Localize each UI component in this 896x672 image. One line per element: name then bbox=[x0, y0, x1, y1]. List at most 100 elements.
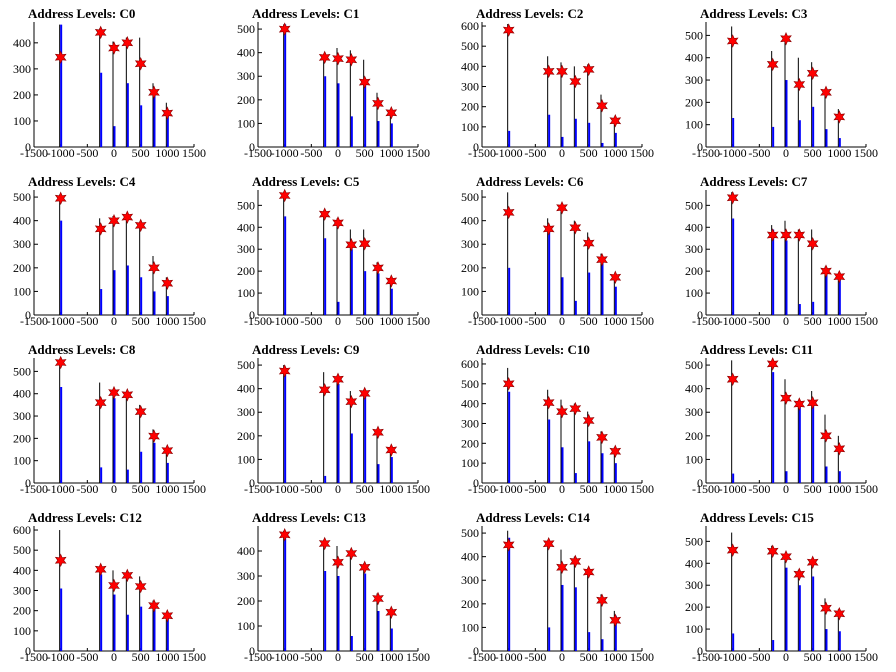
chart-svg: Address Levels: C13 0 100 200 300 400 -1500-10… bbox=[237, 510, 430, 664]
x-tick-label: -500 bbox=[300, 650, 322, 664]
y-tick-label: 100 bbox=[13, 624, 31, 638]
x-tick-label: 0 bbox=[559, 314, 565, 328]
star-marker bbox=[556, 200, 568, 215]
chart-svg: Address Levels: C15 0 100 200 300 400 500 -1500… bbox=[685, 510, 878, 664]
y-tick-label: 0 bbox=[249, 140, 255, 154]
star-marker bbox=[780, 228, 792, 242]
y-tick-label: 200 bbox=[461, 100, 479, 114]
x-tick-label: 1500 bbox=[182, 482, 206, 496]
star-marker bbox=[94, 395, 107, 410]
star-marker bbox=[318, 207, 331, 221]
y-tick-label: 200 bbox=[461, 261, 479, 275]
star-marker bbox=[94, 25, 107, 40]
chart-svg: Address Levels: C40100200300400500-1500-… bbox=[13, 174, 206, 328]
y-tick-label: 500 bbox=[461, 190, 479, 204]
x-tick-label: 500 bbox=[580, 482, 598, 496]
chart-svg: Address Levels: C90100200300400500-1500-… bbox=[237, 342, 430, 496]
y-tick-label: 300 bbox=[237, 405, 255, 419]
star-marker bbox=[596, 98, 608, 113]
y-tick-label: 500 bbox=[237, 22, 255, 36]
x-tick-label: 1000 bbox=[603, 146, 627, 160]
star-marker bbox=[766, 357, 779, 371]
x-tick-label: -1000 bbox=[271, 650, 299, 664]
x-tick-label: -1500 bbox=[20, 650, 48, 664]
y-tick-label: 500 bbox=[461, 377, 479, 391]
x-tick-label: -1000 bbox=[495, 650, 523, 664]
y-tick-label: 300 bbox=[685, 242, 703, 256]
x-tick-label: 1000 bbox=[827, 482, 851, 496]
y-tick-label: 300 bbox=[461, 416, 479, 430]
x-tick-label: -1500 bbox=[692, 650, 720, 664]
star-marker bbox=[121, 36, 134, 50]
chart-panel: Address Levels: C13 0 100 200 300 400 -1500 -10… bbox=[224, 504, 448, 672]
x-tick-label: -1500 bbox=[20, 482, 48, 496]
y-tick-label: 100 bbox=[237, 619, 255, 633]
x-tick-label: 500 bbox=[356, 314, 374, 328]
star-marker bbox=[94, 562, 107, 577]
star-marker bbox=[318, 50, 331, 65]
x-tick-label: 0 bbox=[783, 314, 789, 328]
x-tick-label: -1000 bbox=[495, 314, 523, 328]
y-tick-label: 0 bbox=[697, 308, 703, 322]
star-marker bbox=[806, 66, 819, 81]
chart-panel: Address Levels: C0 0 100 200 300 400 -1500 -100… bbox=[0, 0, 224, 168]
star-marker bbox=[793, 397, 806, 411]
x-tick-label: 1500 bbox=[854, 650, 878, 664]
y-tick-label: 100 bbox=[13, 114, 31, 128]
chart-title: Address Levels: C8 bbox=[28, 342, 136, 357]
x-tick-label: -1500 bbox=[692, 314, 720, 328]
chart-panel: Address Levels: C5 0 100 200 300 400 500 -1500-… bbox=[224, 168, 448, 336]
x-tick-label: -1500 bbox=[468, 146, 496, 160]
x-tick-label: 500 bbox=[804, 650, 822, 664]
x-tick-label: -1000 bbox=[719, 482, 747, 496]
x-tick-label: 1500 bbox=[182, 650, 206, 664]
y-tick-label: 200 bbox=[685, 429, 703, 443]
star-marker bbox=[596, 252, 608, 267]
y-tick-label: 500 bbox=[461, 526, 479, 540]
x-tick-label: -1000 bbox=[719, 146, 747, 160]
star-marker bbox=[134, 218, 147, 233]
x-tick-label: 1000 bbox=[155, 482, 179, 496]
star-marker bbox=[358, 75, 371, 89]
chart-svg: Address Levels: C30100200300400500-1500-… bbox=[685, 6, 878, 160]
y-tick-label: 100 bbox=[461, 620, 479, 634]
x-tick-label: 1500 bbox=[182, 146, 206, 160]
chart-svg: Address Levels: C10 0 100 200 300 400 500 600 -1… bbox=[461, 342, 654, 496]
chart-title: Address Levels: C3 bbox=[700, 6, 808, 21]
chart-title: Address Levels: C13 bbox=[252, 510, 366, 525]
star-marker bbox=[372, 591, 384, 606]
y-tick-label: 500 bbox=[461, 39, 479, 53]
y-tick-label: 400 bbox=[13, 36, 31, 50]
y-tick-label: 400 bbox=[685, 220, 703, 234]
chart-panel: Address Levels: C1 0 100 200 300 400 500 -1500-… bbox=[224, 0, 448, 168]
x-tick-label: -500 bbox=[748, 482, 770, 496]
star-marker bbox=[793, 567, 806, 581]
chart-title: Address Levels: C5 bbox=[252, 174, 360, 189]
star-marker bbox=[148, 429, 160, 443]
x-tick-label: -1500 bbox=[468, 314, 496, 328]
x-tick-label: 1000 bbox=[379, 650, 403, 664]
x-tick-label: 1500 bbox=[630, 650, 654, 664]
y-tick-label: 200 bbox=[237, 594, 255, 608]
star-marker bbox=[582, 565, 595, 579]
y-tick-label: 300 bbox=[13, 62, 31, 76]
star-marker bbox=[806, 555, 819, 569]
chart-svg: Address Levels: C14 0 100 200 300 400 500 -1500… bbox=[461, 510, 654, 664]
x-tick-label: 0 bbox=[111, 146, 117, 160]
y-tick-label: 100 bbox=[461, 284, 479, 298]
x-tick-label: 1000 bbox=[827, 650, 851, 664]
star-marker bbox=[94, 222, 107, 236]
x-tick-label: 500 bbox=[580, 314, 598, 328]
star-marker bbox=[332, 51, 344, 66]
y-tick-label: 300 bbox=[13, 237, 31, 251]
star-marker bbox=[502, 23, 515, 37]
x-tick-label: -1500 bbox=[244, 482, 272, 496]
star-marker bbox=[820, 264, 832, 278]
star-marker bbox=[372, 261, 384, 275]
y-tick-label: 100 bbox=[685, 622, 703, 636]
star-marker bbox=[121, 568, 134, 583]
y-tick-label: 200 bbox=[461, 436, 479, 450]
x-tick-label: -1000 bbox=[495, 482, 523, 496]
star-marker bbox=[358, 386, 371, 401]
chart-panel: Address Levels: C12 0 100 200 300 400 500 600 -1… bbox=[0, 504, 224, 672]
